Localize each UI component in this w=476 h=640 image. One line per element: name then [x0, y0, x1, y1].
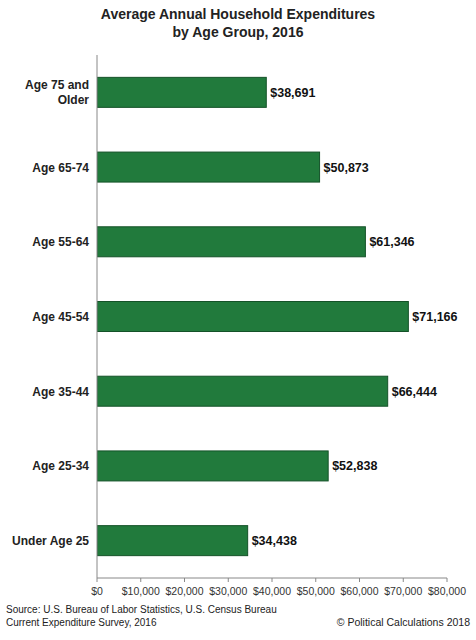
x-tick	[140, 578, 141, 582]
category-label: Age 75 andOlder	[25, 78, 89, 107]
bar	[97, 376, 388, 406]
category-label: Age 55-64	[32, 235, 89, 249]
category-label: Age 45-54	[32, 310, 89, 324]
source-line: Current Expenditure Survey, 2016	[6, 617, 157, 628]
title: Average Annual Household Expenditures by …	[101, 6, 376, 40]
copyright: © Political Calculations 2018	[337, 616, 470, 628]
category-label: Age 25-34	[32, 459, 89, 473]
category-label-line: Older	[58, 93, 90, 107]
category-label-line: Age 75 and	[25, 78, 89, 92]
x-tick-label: $60,000	[341, 585, 379, 597]
source: Source: U.S. Bureau of Labor Statistics,…	[6, 604, 277, 628]
x-tick	[315, 578, 316, 582]
x-tick	[184, 578, 185, 582]
title-line: by Age Group, 2016	[173, 24, 304, 40]
bars	[97, 77, 408, 555]
x-tick	[447, 578, 448, 582]
x-tick-label: $50,000	[297, 585, 335, 597]
title-line: Average Annual Household Expenditures	[101, 6, 376, 22]
x-tick	[403, 578, 404, 582]
data-label: $34,438	[252, 534, 297, 548]
bar	[97, 152, 320, 182]
x-tick	[272, 578, 273, 582]
data-label: $71,166	[412, 310, 457, 324]
x-tick	[359, 578, 360, 582]
bar	[97, 302, 408, 332]
data-label: $38,691	[270, 86, 315, 100]
x-tick	[228, 578, 229, 582]
category-label-line: Age 35-44	[32, 385, 89, 399]
bar	[97, 227, 365, 257]
category-label: Under Age 25	[12, 534, 89, 548]
x-tick	[97, 578, 98, 582]
source-line: Source: U.S. Bureau of Labor Statistics,…	[6, 604, 277, 615]
x-tick-label: $0	[91, 585, 103, 597]
category-label: Age 65-74	[32, 161, 89, 175]
x-tick-label: $40,000	[253, 585, 291, 597]
bar	[97, 77, 266, 107]
x-tick-label: $20,000	[166, 585, 204, 597]
data-label: $52,838	[332, 459, 377, 473]
data-label: $66,444	[392, 385, 437, 399]
y-axis-line	[97, 55, 98, 578]
x-tick-label: $70,000	[384, 585, 422, 597]
x-tick-label: $30,000	[209, 585, 247, 597]
bar	[97, 526, 248, 556]
data-label: $61,346	[369, 235, 414, 249]
chart: Average Annual Household Expenditures by …	[0, 0, 476, 640]
category-label-line: Age 65-74	[32, 161, 89, 175]
x-tick-label: $80,000	[428, 585, 466, 597]
category-label-line: Age 25-34	[32, 459, 89, 473]
data-label: $50,873	[324, 161, 369, 175]
category-label-line: Age 55-64	[32, 235, 89, 249]
category-label: Age 35-44	[32, 385, 89, 399]
x-tick-label: $10,000	[122, 585, 160, 597]
bar	[97, 451, 328, 481]
category-label-line: Under Age 25	[12, 534, 89, 548]
category-label-line: Age 45-54	[32, 310, 89, 324]
background	[0, 0, 476, 640]
